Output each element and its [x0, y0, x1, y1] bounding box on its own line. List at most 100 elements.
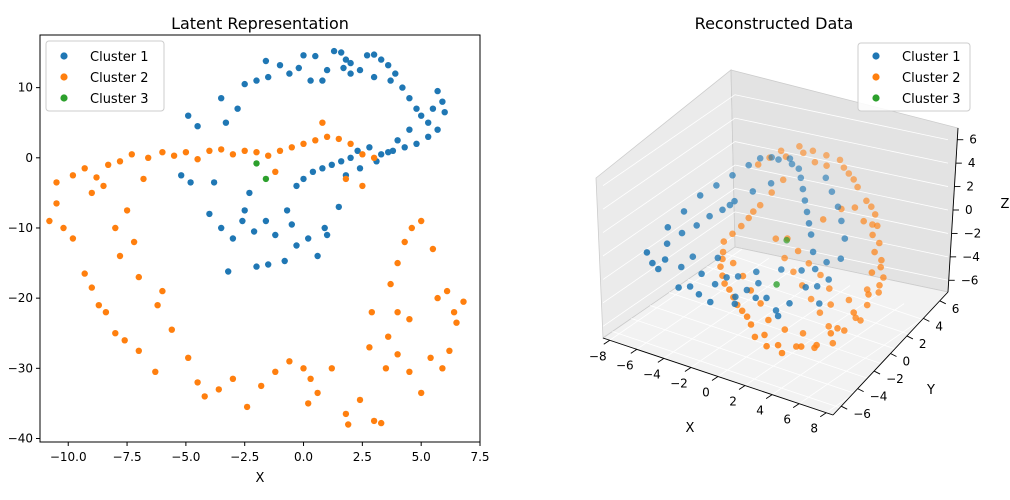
chart2-y-tick: [923, 317, 930, 322]
chart1-point-cluster-1: [425, 119, 432, 126]
chart2-point-cluster-2: [793, 343, 800, 350]
chart1-point-cluster-1: [288, 221, 295, 228]
chart1-point-cluster-2: [394, 309, 401, 316]
chart1-point-cluster-2: [439, 365, 446, 372]
chart2-point-cluster-2: [745, 214, 752, 222]
chart2-y-label: Y: [926, 383, 935, 398]
chart1-point-cluster-1: [241, 80, 248, 88]
chart2-point-cluster-2: [845, 170, 853, 177]
chart1-point-cluster-2: [145, 154, 152, 161]
chart1-x-tick-label: −2.5: [230, 450, 259, 464]
chart1-point-cluster-1: [206, 210, 213, 218]
chart1-point-cluster-2: [116, 252, 124, 260]
chart1-point-cluster-2: [406, 368, 413, 375]
chart2-z-label: Z: [1001, 197, 1010, 212]
chart1-y-ticks: −40 −30 −20 −10 0 10: [8, 81, 40, 445]
chart1-point-cluster-1: [305, 235, 312, 242]
chart2-point-cluster-1: [774, 312, 782, 320]
chart1-point-cluster-2: [443, 287, 451, 295]
chart1-point-cluster-2: [370, 417, 378, 425]
chart1-point-cluster-1: [342, 56, 350, 63]
chart1-legend-label-cluster3: Cluster 3: [90, 92, 149, 107]
chart2-point-cluster-1: [664, 224, 672, 231]
chart1-point-cluster-1: [340, 64, 347, 72]
chart2-point-cluster-1: [775, 156, 782, 163]
chart1-point-cluster-1: [434, 87, 441, 95]
chart1-point-cluster-3: [262, 175, 270, 183]
chart2-point-cluster-2: [805, 260, 813, 267]
chart2-grid-line: [734, 141, 949, 187]
chart2-y-tick-label: 4: [935, 319, 943, 333]
chart1-point-cluster-2: [450, 309, 458, 316]
chart1-point-cluster-1: [300, 52, 307, 59]
chart2-x-tick: [603, 339, 611, 345]
chart1-point-cluster-2: [387, 280, 394, 288]
latent-representation-chart: Latent Representation −10.0 −7.5 −5.0 −2.5 0…: [8, 14, 490, 486]
chart2-point-cluster-2: [834, 325, 841, 332]
chart1-point-cluster-1: [385, 61, 392, 69]
chart1-point-cluster-2: [300, 140, 307, 147]
chart1-point-cluster-1: [406, 95, 413, 102]
chart2-grid-line: [734, 211, 949, 258]
chart2-point-cluster-1: [663, 240, 671, 247]
chart2-point-cluster-1: [706, 212, 713, 220]
chart2-point-cluster-1: [822, 174, 830, 182]
chart2-grid-line: [734, 164, 949, 211]
chart2-point-cluster-1: [678, 229, 686, 237]
chart1-point-cluster-2: [194, 156, 201, 163]
chart2-point-cluster-2: [763, 342, 770, 350]
chart1-point-cluster-2: [185, 354, 192, 361]
chart1-point-cluster-1: [335, 203, 342, 211]
chart1-x-tick-label: −10.0: [50, 450, 87, 464]
chart2-point-cluster-2: [777, 147, 785, 155]
chart2-point-cluster-1: [828, 188, 836, 195]
chart2-point-cluster-2: [729, 259, 737, 267]
chart1-point-cluster-2: [446, 347, 453, 354]
chart2-point-cluster-2: [877, 263, 884, 271]
chart1-point-cluster-1: [378, 151, 385, 158]
chart2-point-cluster-2: [809, 147, 817, 155]
chart1-point-cluster-1: [319, 165, 326, 172]
chart2-y-tick-label: 0: [903, 355, 911, 369]
chart2-point-cluster-2: [852, 314, 859, 322]
chart2-point-cluster-1: [755, 279, 762, 287]
chart2-point-cluster-1: [729, 172, 736, 179]
chart1-point-cluster-1: [262, 217, 270, 225]
chart1-point-cluster-2: [335, 135, 342, 143]
chart1-point-cluster-2: [272, 368, 279, 375]
chart1-point-cluster-2: [53, 200, 60, 207]
chart1-point-cluster-1: [319, 77, 326, 84]
chart1-point-cluster-1: [356, 165, 364, 172]
chart2-point-cluster-2: [871, 248, 878, 256]
chart1-point-cluster-2: [429, 245, 437, 253]
chart2-point-cluster-2: [721, 280, 728, 287]
chart2-point-cluster-2: [726, 286, 733, 293]
chart1-y-tick-label: 10: [18, 81, 33, 95]
chart2-grid-line: [602, 117, 736, 210]
chart2-point-cluster-1: [743, 286, 751, 294]
chart1-point-cluster-1: [323, 66, 331, 74]
chart1-point-cluster-2: [378, 419, 385, 427]
chart1-point-cluster-1: [392, 70, 399, 77]
chart1-legend-marker-cluster1: [60, 52, 68, 60]
chart2-point-cluster-2: [816, 309, 824, 317]
chart1-point-cluster-2: [152, 368, 159, 375]
chart1-point-cluster-2: [218, 146, 225, 153]
chart2-point-cluster-1: [788, 160, 796, 168]
chart1-point-cluster-2: [382, 365, 390, 372]
chart2-legend-label-cluster3: Cluster 3: [902, 92, 961, 107]
chart1-point-cluster-2: [385, 333, 392, 340]
chart1-point-cluster-1: [225, 268, 232, 275]
chart2-grid-line: [602, 94, 736, 187]
chart1-point-cluster-2: [229, 151, 237, 158]
chart2-point-cluster-2: [874, 222, 881, 230]
chart2-grid-line: [612, 331, 843, 409]
chart1-y-tick-label: 0: [25, 151, 33, 165]
chart2-point-cluster-3: [783, 236, 790, 244]
chart1-point-cluster-1: [328, 161, 335, 168]
chart2-point-cluster-2: [819, 216, 827, 223]
chart1-point-cluster-2: [53, 179, 60, 186]
chart1-point-cluster-2: [406, 316, 413, 323]
chart2-point-cluster-2: [823, 162, 830, 169]
